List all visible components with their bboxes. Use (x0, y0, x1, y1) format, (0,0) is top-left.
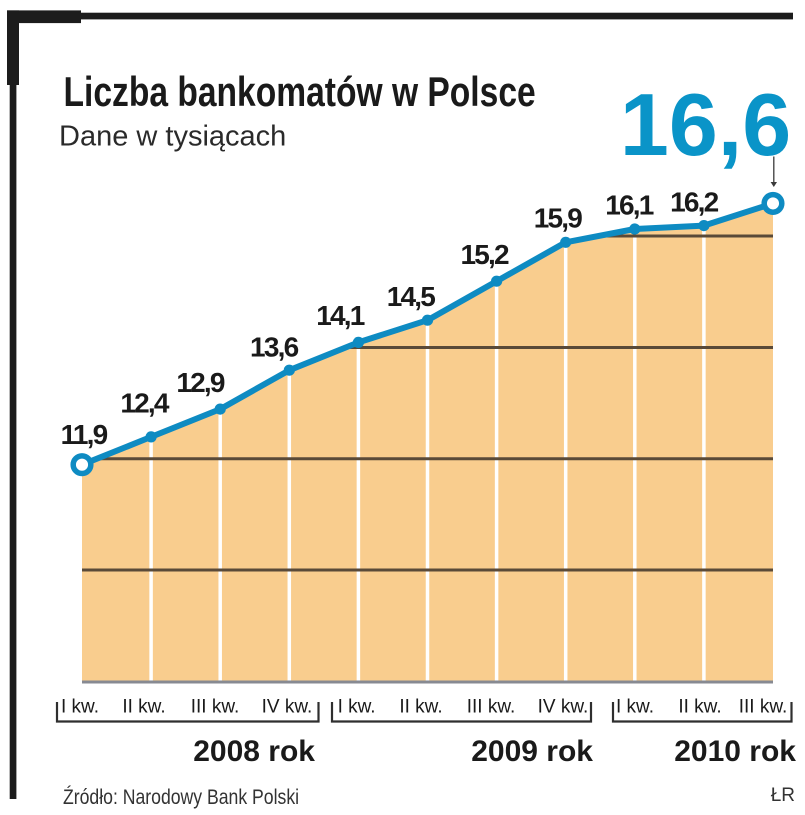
svg-text:III kw.: III kw. (191, 697, 240, 718)
svg-text:11,9: 11,9 (61, 419, 108, 450)
svg-text:IV kw.: IV kw. (538, 697, 589, 718)
svg-text:Źródło: Narodowy Bank Polski: Źródło: Narodowy Bank Polski (63, 785, 299, 810)
svg-text:II kw.: II kw. (122, 697, 165, 718)
svg-text:13,6: 13,6 (250, 332, 299, 363)
svg-text:I kw.: I kw. (61, 697, 99, 718)
svg-text:15,9: 15,9 (534, 203, 583, 234)
svg-text:12,4: 12,4 (120, 388, 170, 419)
svg-text:I kw.: I kw. (338, 697, 376, 718)
svg-text:16,1: 16,1 (605, 189, 654, 220)
svg-text:IV kw.: IV kw. (262, 697, 313, 718)
svg-text:16,2: 16,2 (670, 186, 719, 217)
svg-text:Liczba bankomatów w Polsce: Liczba bankomatów w Polsce (64, 70, 536, 116)
svg-text:14,5: 14,5 (387, 281, 436, 312)
svg-text:12,9: 12,9 (176, 367, 225, 398)
svg-text:ŁR: ŁR (771, 785, 795, 806)
svg-text:2010 rok: 2010 rok (674, 735, 796, 768)
svg-text:16,6: 16,6 (620, 75, 791, 174)
svg-text:2008 rok: 2008 rok (193, 735, 315, 768)
svg-text:III kw.: III kw. (467, 697, 516, 718)
svg-text:Dane w tysiącach: Dane w tysiącach (59, 121, 286, 153)
svg-text:15,2: 15,2 (460, 239, 509, 270)
svg-text:I kw.: I kw. (616, 697, 654, 718)
svg-text:14,1: 14,1 (316, 300, 365, 331)
svg-text:2009 rok: 2009 rok (471, 735, 593, 768)
svg-text:II kw.: II kw. (678, 697, 721, 718)
svg-text:III kw.: III kw. (739, 697, 788, 718)
svg-text:II kw.: II kw. (399, 697, 442, 718)
